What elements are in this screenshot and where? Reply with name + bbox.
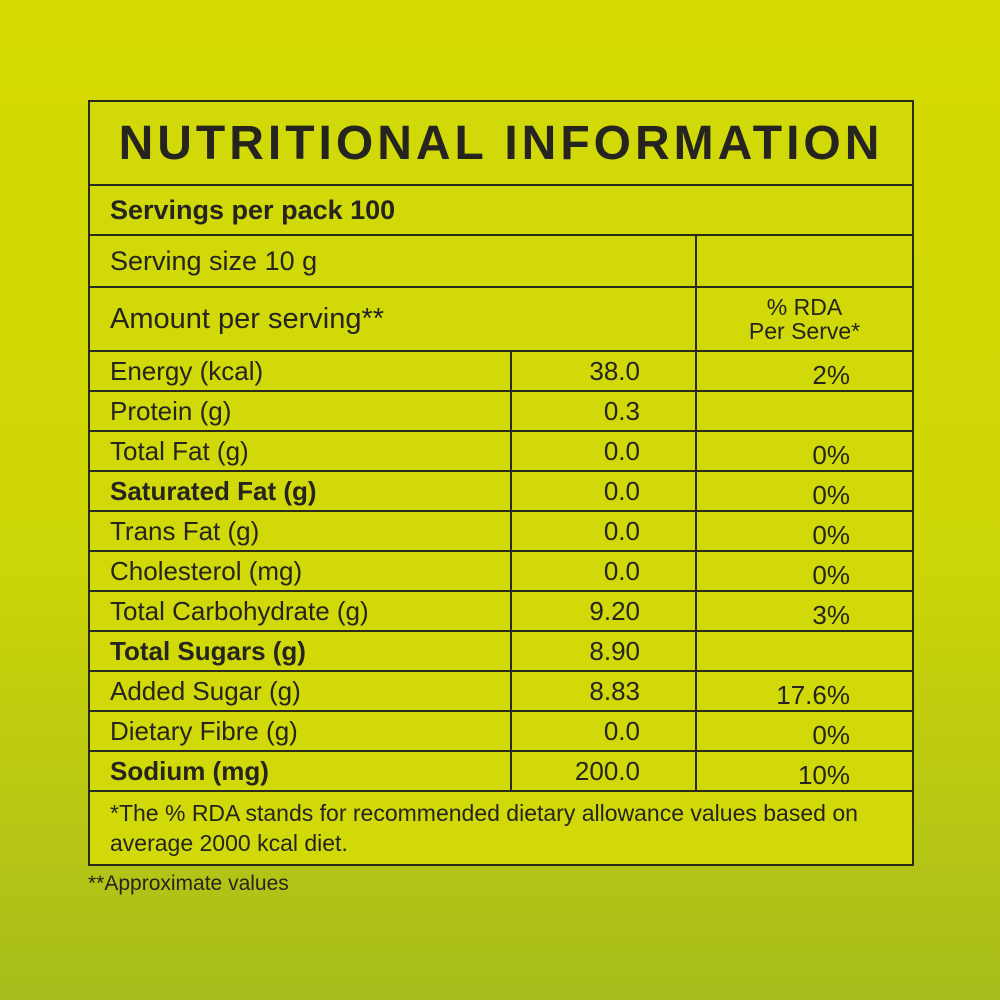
nutrient-name: Total Sugars (g)	[110, 635, 306, 666]
nutrient-row: Trans Fat (g) 0.0 0%	[90, 510, 912, 550]
nutrient-row: Energy (kcal) 38.0 2%	[90, 350, 912, 390]
nutrient-rda: 2%	[695, 352, 912, 390]
footnote: *The % RDA stands for recommended dietar…	[90, 790, 912, 864]
nutrient-rda: 3%	[695, 592, 912, 630]
rda-header: % RDA Per Serve*	[695, 288, 912, 350]
nutrient-value: 9.20	[510, 592, 695, 630]
nutrient-name: Cholesterol (mg)	[110, 555, 303, 586]
nutrient-row: Cholesterol (mg) 0.0 0%	[90, 550, 912, 590]
nutrient-rda	[695, 632, 912, 670]
serving-size-row: Serving size 10 g	[90, 234, 912, 286]
nutrient-rda: 0%	[695, 512, 912, 550]
nutrient-row: Dietary Fibre (g) 0.0 0%	[90, 710, 912, 750]
nutrient-name: Protein (g)	[110, 395, 232, 426]
nutrient-rda: 17.6%	[695, 672, 912, 710]
nutrient-value: 8.83	[510, 672, 695, 710]
nutrient-row: Total Fat (g) 0.0 0%	[90, 430, 912, 470]
servings-per-pack: Servings per pack 100	[90, 184, 912, 234]
nutrient-row: Total Carbohydrate (g) 9.20 3%	[90, 590, 912, 630]
amount-header-row: Amount per serving** % RDA Per Serve*	[90, 286, 912, 350]
nutrient-value: 8.90	[510, 632, 695, 670]
nutrient-name: Total Fat (g)	[110, 435, 249, 466]
nutrient-value: 38.0	[510, 352, 695, 390]
nutrient-name: Dietary Fibre (g)	[110, 715, 298, 746]
nutrient-value: 0.3	[510, 392, 695, 430]
nutrient-name: Energy (kcal)	[110, 355, 264, 386]
rda-header-line2: Per Serve*	[748, 318, 861, 344]
nutrient-rda	[695, 392, 912, 430]
serving-size: Serving size 10 g	[110, 245, 318, 276]
nutrient-rda: 0%	[695, 712, 912, 750]
nutrient-row: Sodium (mg) 200.0 10%	[90, 750, 912, 790]
nutrient-row: Total Sugars (g) 8.90	[90, 630, 912, 670]
nutrient-name: Saturated Fat (g)	[110, 475, 317, 506]
nutrient-value: 0.0	[510, 472, 695, 510]
nutrient-rda: 0%	[695, 472, 912, 510]
nutrient-rda: 10%	[695, 752, 912, 790]
nutrition-label: NUTRITIONAL INFORMATION Servings per pac…	[88, 100, 914, 866]
nutrient-value: 0.0	[510, 432, 695, 470]
nutrient-row: Protein (g) 0.3	[90, 390, 912, 430]
nutrient-name: Trans Fat (g)	[110, 515, 260, 546]
approximate-values-note: **Approximate values	[88, 872, 289, 895]
nutrient-value: 0.0	[510, 552, 695, 590]
nutrient-rda: 0%	[695, 432, 912, 470]
nutrient-name: Sodium (mg)	[110, 755, 269, 786]
nutrient-value: 0.0	[510, 512, 695, 550]
rda-header-line1: % RDA	[766, 294, 843, 320]
nutrient-name: Total Carbohydrate (g)	[110, 595, 369, 626]
nutrient-value: 200.0	[510, 752, 695, 790]
nutrient-row: Added Sugar (g) 8.83 17.6%	[90, 670, 912, 710]
amount-header: Amount per serving**	[110, 302, 385, 335]
nutrient-rda: 0%	[695, 552, 912, 590]
nutrient-value: 0.0	[510, 712, 695, 750]
label-title: NUTRITIONAL INFORMATION	[118, 116, 884, 170]
nutrient-name: Added Sugar (g)	[110, 675, 301, 706]
nutrient-row: Saturated Fat (g) 0.0 0%	[90, 470, 912, 510]
empty-cell	[695, 236, 912, 286]
